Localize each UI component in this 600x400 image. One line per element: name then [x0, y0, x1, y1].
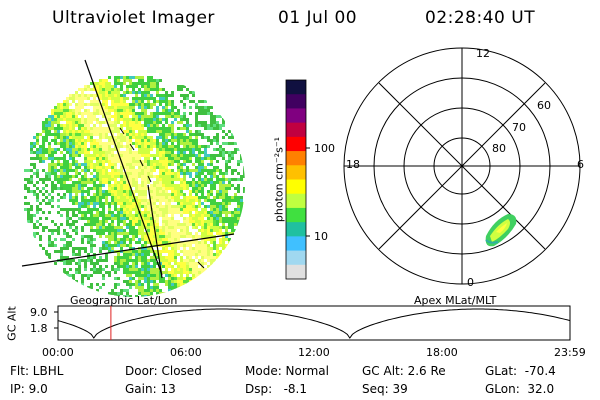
- alt-xtick: 06:00: [170, 346, 202, 359]
- alt-xtick: 00:00: [42, 346, 74, 359]
- time-label: 02:28:40 UT: [425, 8, 536, 28]
- altitude-plot: [54, 305, 571, 341]
- filter-info: Flt: LBHL: [10, 364, 64, 378]
- mlt-label-0: 0: [467, 276, 474, 289]
- colorbar-segment: [286, 264, 306, 280]
- colorbar-segment: [286, 250, 306, 266]
- gain-info: Gain: 13: [125, 382, 176, 396]
- polar-plot: [343, 47, 581, 285]
- colorbar-segment: [286, 179, 306, 195]
- ip-info: IP: 9.0: [10, 382, 48, 396]
- alt-xtick: 12:00: [298, 346, 330, 359]
- colorbar-tick-10: 10: [314, 230, 328, 243]
- geographic-meridian: [84, 59, 163, 276]
- terminator-line: [119, 127, 205, 269]
- auroral-oval-patch: [485, 214, 517, 247]
- lat-label-60: 60: [537, 99, 551, 112]
- colorbar-segment: [286, 122, 306, 138]
- seq-info: Seq: 39: [362, 382, 408, 396]
- glat-info: GLat: -70.4: [485, 364, 556, 378]
- colorbar-segment: [286, 136, 306, 152]
- colorbar-segment: [286, 80, 306, 95]
- instrument-title: Ultraviolet Imager: [52, 8, 215, 28]
- uv-image-disc: [21, 59, 245, 297]
- colorbar-unit-label: photon cm⁻²s⁻¹: [272, 136, 286, 223]
- alt-ytick-bottom: 1.8: [30, 322, 48, 335]
- color-bar-frame: [285, 79, 307, 280]
- alt-xtick: 23:59: [554, 346, 586, 359]
- glon-info: GLon: 32.0: [485, 382, 555, 396]
- mlt-label-18: 18: [346, 158, 360, 171]
- gc-alt-info: GC Alt: 2.6 Re: [362, 364, 446, 378]
- colorbar-segment: [286, 193, 306, 209]
- dsp-info: Dsp: -8.1: [245, 382, 308, 396]
- alt-xtick: 18:00: [426, 346, 458, 359]
- lat-label-70: 70: [512, 121, 526, 134]
- mlt-label-6: 6: [577, 158, 584, 171]
- mlt-label-12: 12: [476, 47, 490, 60]
- lat-label-80: 80: [492, 142, 506, 155]
- colorbar-segment: [286, 94, 306, 109]
- geographic-meridian-lower: [147, 184, 163, 279]
- door-info: Door: Closed: [125, 364, 202, 378]
- colorbar-segment: [286, 165, 306, 180]
- colorbar-segment: [286, 222, 306, 237]
- colorbar-segment: [286, 207, 306, 223]
- image-caption: Geographic Lat/Lon: [70, 294, 178, 307]
- color-bar: [286, 80, 306, 280]
- colorbar-segment: [286, 236, 306, 252]
- mode-info: Mode: Normal: [245, 364, 329, 378]
- date-label: 01 Jul 00: [278, 8, 358, 28]
- alt-ylabel: GC Alt: [5, 306, 19, 341]
- alt-ytick-top: 9.0: [30, 306, 48, 319]
- colorbar-segment: [286, 151, 306, 166]
- colorbar-segment: [286, 108, 306, 124]
- colorbar-tick-100: 100: [314, 142, 335, 155]
- polar-caption: Apex MLat/MLT: [414, 294, 497, 307]
- geographic-latitude-line: [21, 233, 235, 267]
